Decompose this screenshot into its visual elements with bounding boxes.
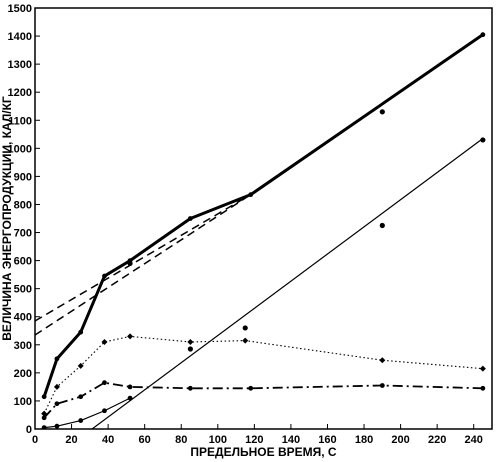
series-1-point <box>187 216 193 221</box>
y-tick-label: 300 <box>14 340 32 352</box>
x-tick-label: 40 <box>102 434 114 446</box>
y-tick-label: 800 <box>14 199 32 211</box>
scatter-point <box>187 346 193 352</box>
series-2-point <box>101 338 108 345</box>
fit-line-1 <box>91 138 484 429</box>
series-1-point <box>78 329 84 335</box>
series-1-point <box>41 394 47 400</box>
x-tick-label: 140 <box>282 434 300 446</box>
plot-clipped-group <box>35 32 486 429</box>
fit-line-3 <box>35 194 252 336</box>
y-tick-label: 700 <box>14 228 32 240</box>
series-2-line <box>43 335 483 414</box>
y-tick-label: 200 <box>14 368 32 380</box>
scatter-point <box>127 260 133 267</box>
series-4-point <box>41 425 47 429</box>
series-3-point <box>248 385 254 391</box>
y-tick-label: 900 <box>14 171 32 183</box>
series-3-point <box>127 384 133 390</box>
x-tick-label: 240 <box>465 434 483 446</box>
y-tick-label: 1400 <box>8 31 32 43</box>
series-3-point <box>102 380 107 386</box>
series-4-point <box>127 395 133 401</box>
series-2-point <box>77 362 84 369</box>
series-2-point <box>242 337 249 344</box>
y-tick-label: 1200 <box>8 87 32 99</box>
series-3-point <box>78 394 84 400</box>
series-1-point <box>480 32 486 38</box>
series-2-point <box>187 338 194 345</box>
fit-line-2 <box>35 193 252 322</box>
series-2-point <box>127 333 134 340</box>
y-tick-label: 0 <box>26 424 32 436</box>
x-tick-label: 120 <box>245 434 263 446</box>
series-1-point <box>248 192 254 198</box>
y-axis-title: ВЕЛИЧИНА ЭНЕРГОПРОДУКЦИИ, КАЛ/КГ <box>0 96 14 341</box>
y-tick-label: 600 <box>14 256 32 268</box>
scatter-point <box>379 109 385 115</box>
x-axis-title: ПРЕДЕЛЬНОЕ ВРЕМЯ, С <box>190 445 337 459</box>
series-2-point <box>379 357 386 364</box>
y-tick-label: 1500 <box>8 3 32 15</box>
y-tick-label: 100 <box>14 396 32 408</box>
y-tick-label: 500 <box>14 284 32 296</box>
y-tick-label: 1000 <box>8 143 32 155</box>
series-3-point <box>480 385 486 391</box>
y-tick-label: 1100 <box>8 115 32 127</box>
x-tick-label: 0 <box>32 434 38 446</box>
y-tick-label: 1300 <box>8 59 32 71</box>
series-1-point <box>54 356 60 362</box>
series-4-point <box>102 408 107 414</box>
x-tick-label: 220 <box>428 434 446 446</box>
x-tick-label: 200 <box>391 434 409 446</box>
series-1-line <box>42 33 484 398</box>
scatter-point <box>379 222 385 229</box>
series-2-point <box>53 383 60 390</box>
series-3-point <box>41 415 47 421</box>
x-tick-label: 60 <box>139 434 151 446</box>
series-4-point <box>54 423 60 429</box>
y-tick-label: 400 <box>14 312 32 324</box>
x-tick-label: 160 <box>318 434 336 446</box>
scatter-point <box>242 325 248 331</box>
plot-frame <box>34 7 493 430</box>
series-4-point <box>78 418 84 423</box>
x-tick-label: 80 <box>175 434 187 446</box>
x-tick-label: 180 <box>355 434 373 446</box>
x-tick-label: 100 <box>209 434 227 446</box>
x-tick-label: 20 <box>65 434 77 446</box>
series-1-point <box>102 273 107 279</box>
series-3-point <box>54 401 60 407</box>
series-2-point <box>479 365 486 372</box>
plot-area <box>35 32 486 429</box>
scatter-point <box>480 137 486 143</box>
axes: 0100200300400500600700800900100011001200… <box>8 3 493 446</box>
series-3-point <box>379 383 385 388</box>
series-3-line <box>43 381 483 419</box>
series-3-point <box>187 385 193 391</box>
